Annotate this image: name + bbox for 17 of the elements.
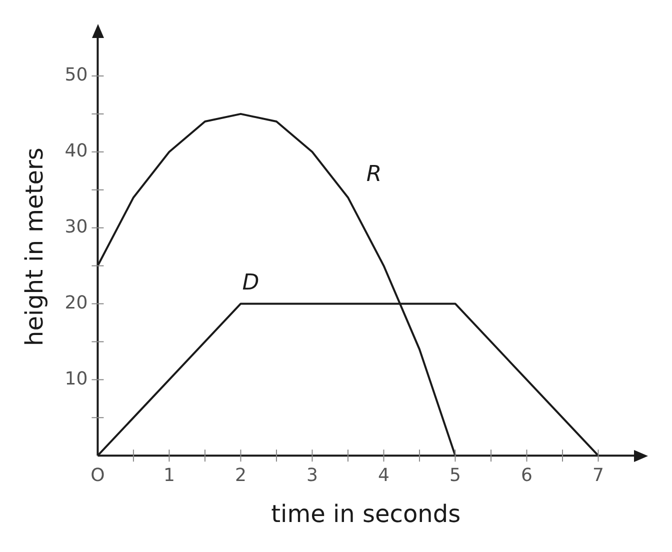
y-axis-title: height in meters: [20, 148, 49, 346]
y-tick-label: 10: [64, 368, 88, 390]
x-axis-title: time in seconds: [271, 500, 461, 528]
x-tick-label: 1: [163, 465, 175, 486]
x-tick-label: 5: [450, 465, 461, 486]
x-tick-label: 4: [378, 465, 390, 486]
series-label: D: [242, 270, 260, 296]
x-tick-label: 3: [306, 465, 318, 486]
y-tick-label: 20: [64, 292, 88, 314]
y-tick-label: 50: [64, 64, 88, 86]
x-tick-label: 2: [234, 465, 246, 486]
x-tick-label: 7: [592, 465, 604, 486]
y-tick-label: 40: [64, 140, 88, 162]
series-label: R: [366, 162, 382, 188]
y-tick-label: 30: [64, 216, 88, 238]
x-tick-label: O: [90, 465, 105, 486]
x-tick-label: 6: [521, 465, 532, 486]
